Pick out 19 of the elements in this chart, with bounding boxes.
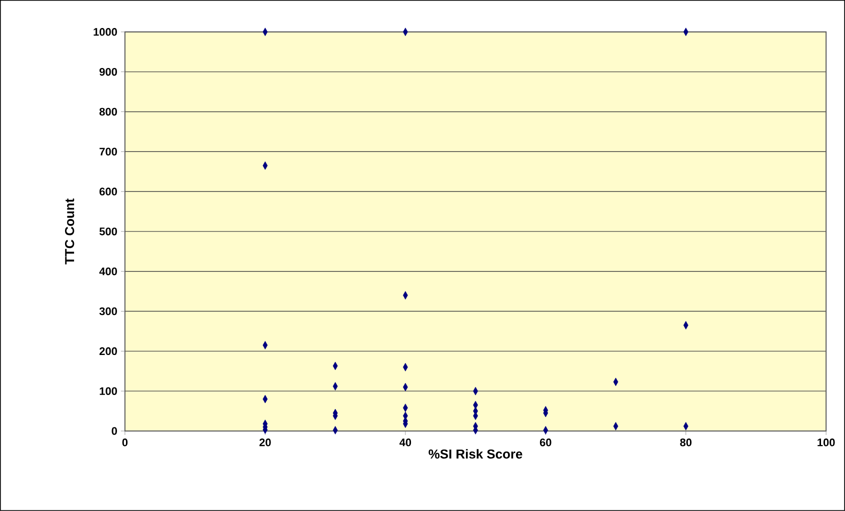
x-tick-label: 20 bbox=[259, 438, 271, 446]
x-axis-title: %SI Risk Score bbox=[428, 449, 522, 459]
x-tick-label: 80 bbox=[680, 438, 692, 446]
y-tick-label: 400 bbox=[99, 268, 117, 276]
x-tick-label: 40 bbox=[399, 438, 412, 446]
y-axis-title: TTC Count bbox=[65, 198, 74, 264]
y-tick-label: 700 bbox=[100, 148, 117, 156]
y-tick-label: 1000 bbox=[94, 28, 117, 36]
y-tick-label: 900 bbox=[100, 68, 117, 76]
y-tick-label: 300 bbox=[99, 307, 117, 316]
x-tick-label: 100 bbox=[818, 438, 835, 446]
y-tick-label: 600 bbox=[100, 188, 117, 196]
y-tick-label: 500 bbox=[99, 228, 117, 236]
y-tick-label: 800 bbox=[99, 108, 117, 116]
y-tick-label: 200 bbox=[100, 347, 117, 356]
x-tick-label: 60 bbox=[540, 438, 552, 446]
y-tick-label: 0 bbox=[112, 427, 117, 435]
x-tick-label: 0 bbox=[122, 438, 128, 446]
y-tick-label: 100 bbox=[100, 387, 117, 396]
